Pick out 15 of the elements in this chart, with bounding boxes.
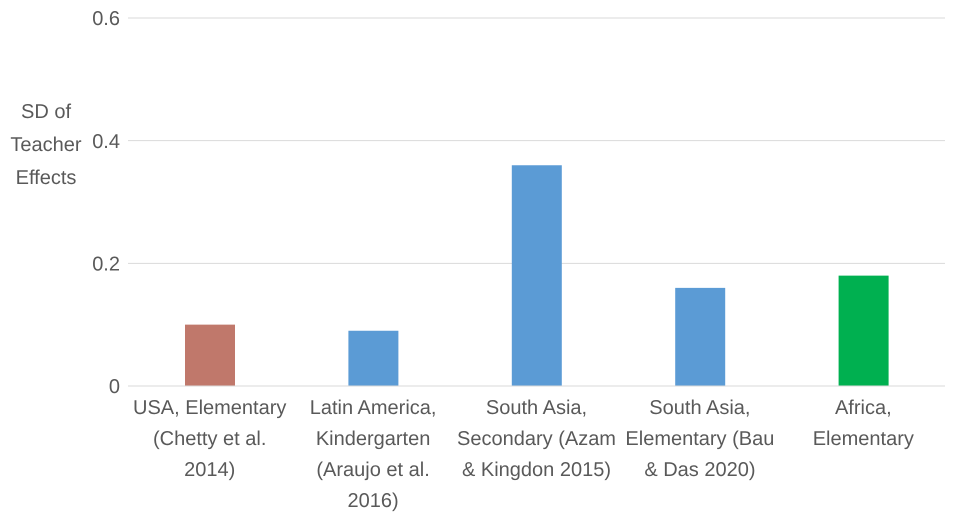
- bar: [348, 330, 398, 386]
- bar: [838, 276, 889, 386]
- bar: [512, 165, 562, 386]
- y-axis-title: SD of Teacher Effects: [10, 101, 82, 189]
- x-tick-label: Africa, Elementary: [812, 397, 914, 450]
- x-tick-label: USA, Elementary (Chetty et al. 2014): [133, 397, 286, 481]
- x-tick-label: Latin America, Kindergarten (Araujo et al. 2016): [310, 397, 436, 512]
- y-tick-label: 0: [108, 376, 120, 398]
- x-tick-label: South Asia, Secondary (Azam & Kingdon 2015): [457, 397, 616, 481]
- bar: [675, 288, 726, 386]
- y-tick-label: 0.4: [92, 130, 120, 153]
- bar: [185, 324, 235, 386]
- y-tick-label: 0.2: [92, 253, 120, 276]
- y-tick-label: 0.6: [92, 8, 120, 30]
- x-tick-label: South Asia, Elementary (Bau & Das 2020): [625, 397, 774, 481]
